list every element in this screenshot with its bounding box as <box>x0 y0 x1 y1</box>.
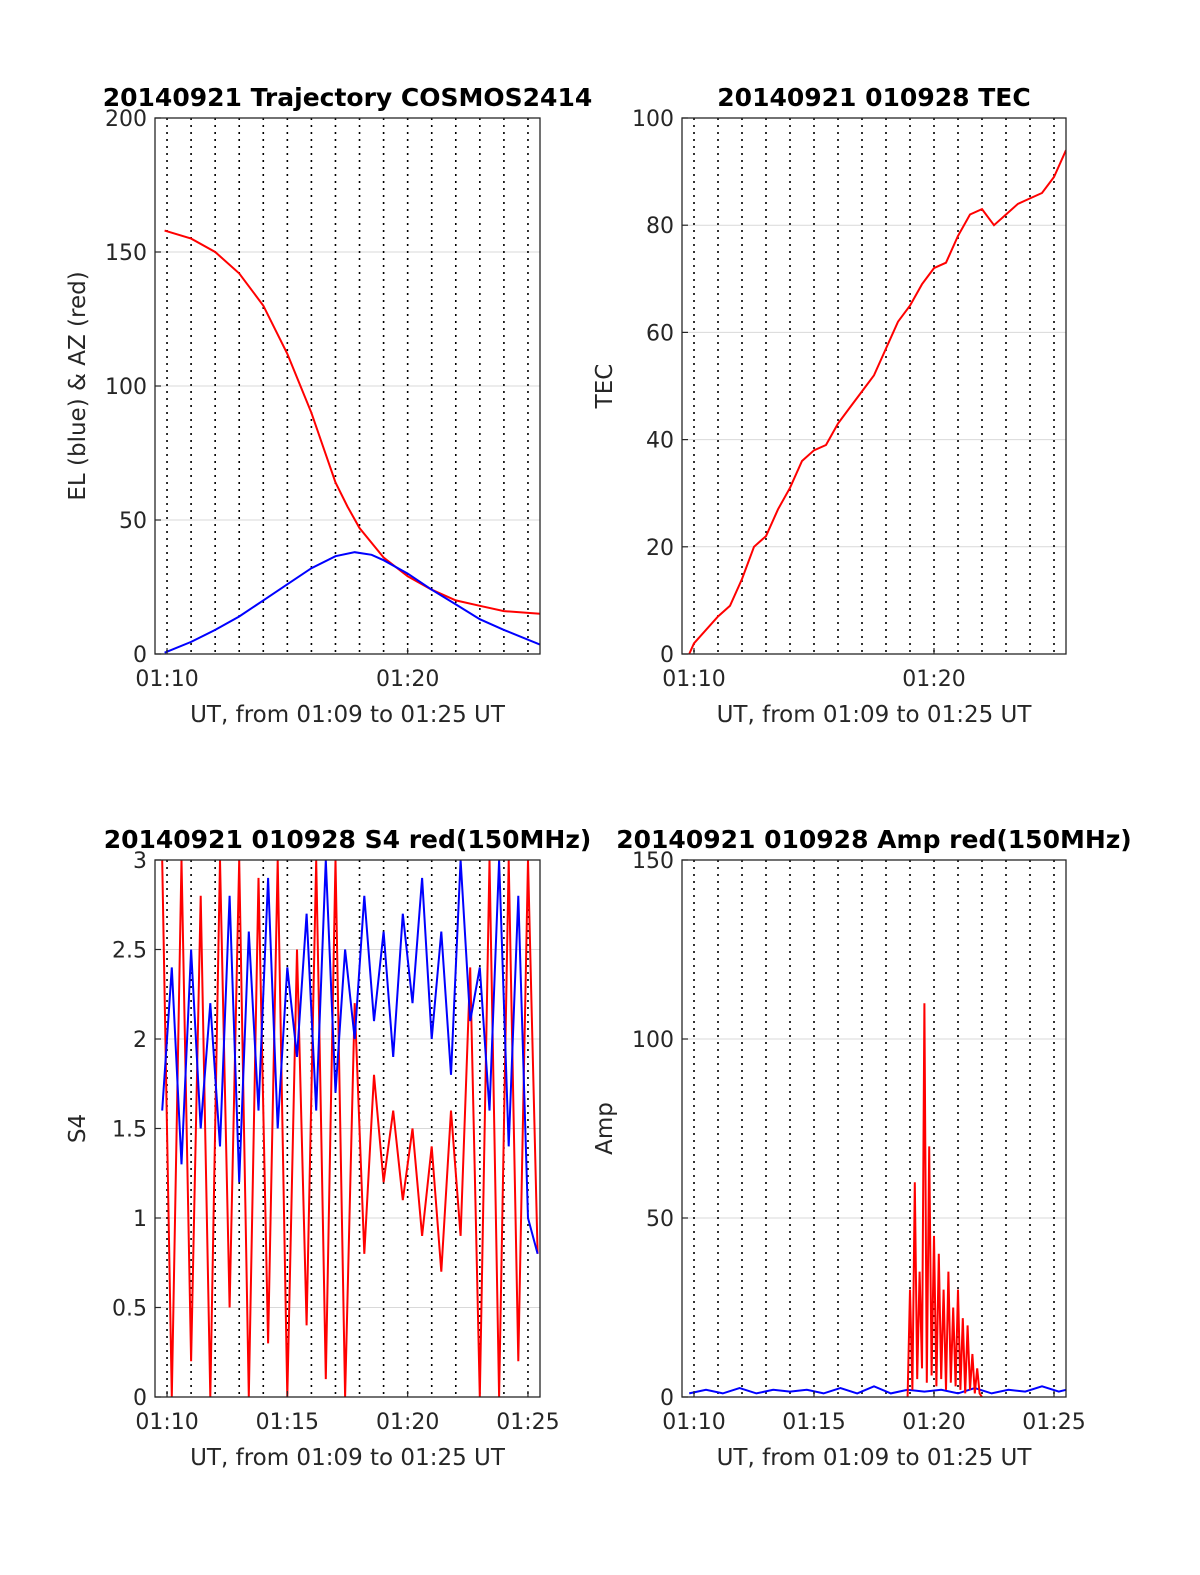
y-tick-label: 0 <box>660 1386 674 1411</box>
y-tick-label: 50 <box>119 509 147 534</box>
y-axis-label: Amp <box>592 1102 618 1155</box>
x-tick-label: 01:25 <box>496 1410 559 1435</box>
y-tick-label: 40 <box>646 429 674 454</box>
series-line-1 <box>906 1003 983 1397</box>
y-tick-label: 3 <box>133 849 147 874</box>
axes-box <box>681 859 1067 1398</box>
series-line-0 <box>688 149 1066 654</box>
y-tick-label: 2.5 <box>112 939 147 964</box>
x-tick-label: 01:20 <box>902 667 965 692</box>
y-tick-label: 0 <box>133 1386 147 1411</box>
x-axis-label: UT, from 01:09 to 01:25 UT <box>190 702 506 728</box>
y-tick-label: 2 <box>133 1028 147 1053</box>
x-axis-label: UT, from 01:09 to 01:25 UT <box>190 1445 506 1471</box>
chart-title: 20140921 Trajectory COSMOS2414 <box>103 83 593 112</box>
y-tick-label: 100 <box>105 375 147 400</box>
chart-tec: 01:10 01:20 0 20 40 60 80 100 20140921 010928 TE… <box>592 83 1067 728</box>
y-tick-label: 50 <box>646 1207 674 1232</box>
y-tick-label: 20 <box>646 536 674 561</box>
x-axis-label: UT, from 01:09 to 01:25 UT <box>717 702 1033 728</box>
series-line-0 <box>688 1385 1066 1395</box>
plot-area <box>682 860 1066 1397</box>
x-tick-label: 01:10 <box>662 1410 725 1435</box>
chart-title: 20140921 010928 TEC <box>717 83 1030 112</box>
y-tick-label: 1 <box>133 1207 147 1232</box>
x-tick-label: 01:10 <box>135 667 198 692</box>
axes-box <box>681 117 1067 655</box>
x-tick-label: 01:10 <box>135 1410 198 1435</box>
x-tick-label: 01:20 <box>376 667 439 692</box>
y-axis-label: EL (blue) & AZ (red) <box>65 271 91 500</box>
y-tick-label: 150 <box>632 849 674 874</box>
chart-title: 20140921 010928 S4 red(150MHz) <box>104 825 592 854</box>
y-tick-label: 100 <box>632 1028 674 1053</box>
y-tick-label: 60 <box>646 321 674 346</box>
x-tick-label: 01:25 <box>1022 1410 1085 1435</box>
x-tick-label: 01:10 <box>662 667 725 692</box>
y-tick-label: 200 <box>105 107 147 132</box>
plot-area <box>682 118 1066 654</box>
y-tick-label: 1.5 <box>112 1118 147 1143</box>
y-tick-label: 0 <box>660 643 674 668</box>
y-tick-label: 0 <box>133 643 147 668</box>
x-tick-label: 01:20 <box>902 1410 965 1435</box>
y-tick-label: 150 <box>105 241 147 266</box>
x-axis-label: UT, from 01:09 to 01:25 UT <box>717 1445 1033 1471</box>
chart-title: 20140921 010928 Amp red(150MHz) <box>616 825 1132 854</box>
series-line-1 <box>164 551 540 654</box>
chart-s4: 01:10 01:15 01:20 01:25 0 0.5 1 1.5 2 2.5 32014092… <box>65 825 591 1471</box>
series-line-0 <box>161 860 539 1397</box>
x-tick-label: 01:15 <box>782 1410 845 1435</box>
y-tick-label: 0.5 <box>112 1297 147 1322</box>
x-tick-label: 01:20 <box>376 1410 439 1435</box>
x-tick-label: 01:15 <box>256 1410 319 1435</box>
y-axis-label: S4 <box>65 1114 91 1143</box>
y-axis-label: TEC <box>592 364 618 410</box>
series-line-1 <box>161 860 539 1255</box>
y-tick-label: 100 <box>632 107 674 132</box>
y-tick-label: 80 <box>646 214 674 239</box>
series-line-0 <box>164 229 540 615</box>
